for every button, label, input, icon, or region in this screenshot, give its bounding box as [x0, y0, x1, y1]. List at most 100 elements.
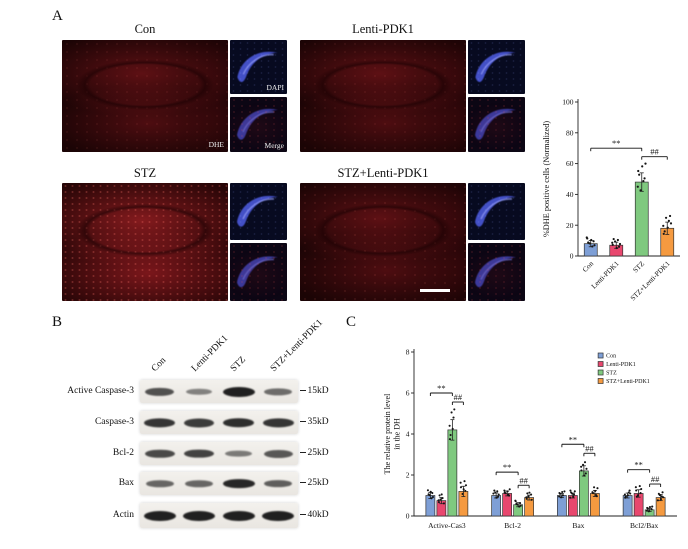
protein-band: [145, 387, 175, 396]
panel-b-label: B: [52, 314, 63, 330]
blot-lane-headers: Con Lenti-PDK1 STZ STZ+Lenti-PDK1: [140, 318, 325, 374]
protein-band: [225, 450, 253, 457]
blot-actin: [140, 503, 298, 528]
svg-text:**: **: [569, 434, 578, 444]
dhe-image-stz-lenti-pdk1: [300, 183, 466, 301]
blot-protein-label: Bax: [118, 478, 134, 488]
protein-band: [186, 388, 213, 395]
protein-band: [222, 386, 255, 397]
svg-text:##: ##: [651, 474, 660, 484]
lane-header-lenti-pdk1: Lenti-PDK1: [189, 333, 231, 374]
blot-protein-label: Caspase-3: [94, 417, 134, 427]
svg-text:Con: Con: [581, 259, 595, 273]
svg-text:##: ##: [650, 147, 659, 157]
svg-text:0: 0: [406, 512, 410, 521]
group-title-con: Con: [134, 22, 156, 36]
protein-band: [143, 510, 176, 521]
svg-text:##: ##: [519, 475, 528, 485]
svg-text:The relative protein level: The relative protein level: [383, 393, 392, 474]
lane-header-stz-lenti-pdk1: STZ+Lenti-PDK1: [268, 317, 325, 374]
protein-band: [222, 478, 255, 489]
svg-text:**: **: [612, 138, 621, 148]
svg-text:Bcl2/Bax: Bcl2/Bax: [630, 521, 659, 530]
group-title-stz-lenti-pdk1: STZ+Lenti-PDK1: [337, 166, 429, 180]
hippocampus-shape: [475, 256, 516, 288]
dhe-speckle-texture: [62, 40, 228, 152]
merge-inset-stz: [230, 243, 287, 301]
hippocampus-shape: [475, 108, 516, 140]
group-title-stz: STZ: [133, 166, 157, 180]
svg-text:%DHE positive cells (Normalize: %DHE positive cells (Normalized): [542, 121, 551, 238]
svg-text:60: 60: [566, 159, 574, 168]
blot-protein-label: Actin: [112, 510, 134, 520]
protein-band: [223, 417, 255, 428]
svg-text:40: 40: [566, 190, 574, 199]
svg-text:0: 0: [570, 252, 574, 261]
svg-text:6: 6: [406, 389, 410, 398]
dhe-image-stz: [62, 183, 228, 301]
protein-band: [185, 479, 214, 488]
hippocampus-shape: [237, 256, 278, 288]
blot-caspase-3: [140, 411, 298, 434]
blot-bax: [140, 472, 298, 495]
protein-band: [263, 449, 293, 458]
svg-text:**: **: [503, 462, 512, 472]
blot-marker-label: 25kD: [300, 478, 329, 488]
dapi-channel-label: DAPI: [266, 83, 284, 92]
svg-text:20: 20: [566, 221, 574, 230]
dapi-inset-lenti-pdk1: [468, 40, 525, 94]
protein-band: [222, 510, 255, 521]
group-title-lenti-pdk1: Lenti-PDK1: [352, 22, 414, 36]
svg-text:Bcl-2: Bcl-2: [504, 521, 521, 530]
dhe-speckle-texture: [300, 40, 466, 152]
svg-text:Lenti-PDK1: Lenti-PDK1: [590, 259, 621, 290]
dapi-inset-stz-lenti-pdk1: [468, 183, 525, 240]
dhe-image-con: DHE: [62, 40, 228, 152]
svg-text:##: ##: [454, 392, 463, 402]
dapi-inset-stz: [230, 183, 287, 240]
blot-active-caspase-3: [140, 380, 298, 403]
svg-text:Active-Cas3: Active-Cas3: [428, 521, 466, 530]
svg-text:80: 80: [566, 128, 574, 137]
svg-text:Con: Con: [606, 354, 616, 360]
lane-header-con: Con: [149, 355, 169, 374]
dhe-speckle-texture: [300, 183, 466, 301]
protein-band: [184, 449, 215, 458]
svg-text:100: 100: [562, 98, 574, 107]
svg-text:STZ: STZ: [631, 260, 646, 275]
svg-text:STZ+Lenti-PDK1: STZ+Lenti-PDK1: [606, 379, 650, 385]
svg-text:4: 4: [406, 430, 410, 439]
protein-band: [144, 417, 176, 428]
protein-band: [262, 417, 294, 428]
blot-bcl-2: [140, 442, 298, 465]
protein-band: [183, 510, 216, 521]
svg-text:8: 8: [406, 348, 410, 357]
blot-protein-label: Active Caspase-3: [67, 386, 134, 396]
svg-text:Lenti-PDK1: Lenti-PDK1: [606, 362, 636, 368]
svg-text:in the DH: in the DH: [393, 418, 402, 450]
protein-band: [264, 479, 293, 488]
merge-inset-stz-lenti-pdk1: [468, 243, 525, 301]
blot-marker-label: 35kD: [300, 417, 329, 427]
svg-text:STZ: STZ: [606, 371, 617, 377]
protein-band: [264, 387, 293, 396]
protein-band: [184, 418, 215, 427]
dapi-inset-con: DAPI: [230, 40, 287, 94]
dhe-speckle-texture: [62, 183, 228, 301]
merge-inset-con: Merge: [230, 97, 287, 152]
blot-protein-label: Bcl-2: [112, 448, 134, 458]
protein-band: [145, 479, 174, 488]
panel-c-label: C: [346, 314, 357, 330]
hippocampus-shape: [475, 195, 516, 227]
blot-marker-label: 25kD: [300, 448, 329, 458]
protein-level-bar-chart: 0 2 4 6 8 The relative protein level in the DH…: [378, 338, 683, 538]
dhe-image-lenti-pdk1: [300, 40, 466, 152]
lane-header-stz: STZ: [228, 354, 248, 374]
blot-marker-label: 40kD: [300, 510, 329, 520]
hippocampus-shape: [237, 195, 278, 227]
protein-band: [144, 449, 175, 458]
scale-bar: [420, 288, 450, 292]
merge-channel-label: Merge: [264, 141, 284, 150]
panel-a-label: A: [52, 8, 63, 24]
